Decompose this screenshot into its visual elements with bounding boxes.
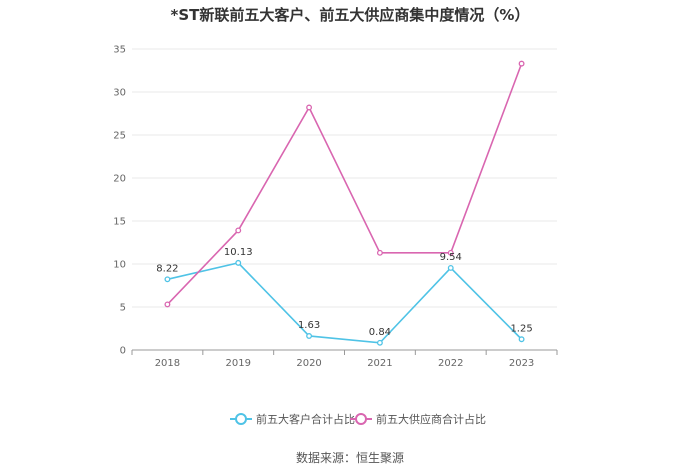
data-label: 10.13 — [224, 247, 253, 258]
series-line — [167, 262, 523, 344]
data-point — [164, 301, 171, 308]
y-tick-label: 10 — [113, 260, 126, 271]
y-tick-label: 5 — [120, 303, 126, 314]
data-point — [164, 276, 171, 283]
data-point — [306, 333, 313, 339]
data-label: 8.22 — [156, 263, 178, 274]
x-tick-label: 2021 — [367, 358, 392, 369]
source-note: 数据来源：恒生聚源 — [295, 451, 404, 465]
axes: 0 5 10 15 20 25 30 35 2018 2019 2020 2021 2022 2023 — [113, 45, 558, 369]
data-point — [518, 60, 525, 67]
legend-item-suppliers[interactable]: 前五大供应商合计占比 — [350, 409, 486, 429]
data-label: 1.63 — [298, 320, 320, 331]
data-point — [376, 339, 383, 346]
grid-lines — [132, 48, 557, 308]
y-tick-label: 0 — [120, 346, 126, 357]
x-tick-label: 2023 — [509, 358, 534, 369]
x-tick-label: 2022 — [438, 358, 463, 369]
data-label: 0.84 — [369, 327, 391, 338]
data-point — [447, 249, 454, 256]
data-point — [235, 227, 242, 234]
y-tick-label: 20 — [113, 174, 126, 185]
legend-marker-suppliers-icon — [350, 413, 372, 425]
data-label: 9.54 — [440, 252, 462, 263]
legend-label-suppliers: 前五大供应商合计占比 — [376, 413, 486, 426]
y-tick-label: 25 — [113, 131, 126, 142]
chart-title: *ST新联前五大客户、前五大供应商集中度情况（%） — [170, 6, 530, 24]
data-labels: 8.22 10.13 1.63 0.84 9.54 1.25 — [156, 247, 532, 338]
data-point — [518, 336, 525, 343]
series-line — [166, 63, 523, 305]
legend-item-customers[interactable]: 前五大客户合计占比 — [230, 409, 355, 429]
x-tick-label: 2020 — [296, 358, 321, 369]
data-point — [447, 265, 454, 271]
data-label: 1.25 — [510, 323, 532, 334]
y-tick-label: 15 — [113, 217, 126, 228]
series-group — [164, 60, 525, 346]
legend-marker-customers-icon — [230, 413, 252, 425]
data-point — [376, 249, 383, 256]
data-point — [235, 259, 242, 266]
data-point — [306, 104, 313, 111]
legend-label-customers: 前五大客户合计占比 — [256, 413, 355, 426]
legend: 前五大客户合计占比 前五大供应商合计占比 — [0, 409, 700, 429]
y-tick-label: 35 — [113, 45, 126, 56]
x-tick-label: 2019 — [226, 358, 251, 369]
y-tick-label: 30 — [113, 88, 126, 99]
x-tick-label: 2018 — [155, 358, 180, 369]
